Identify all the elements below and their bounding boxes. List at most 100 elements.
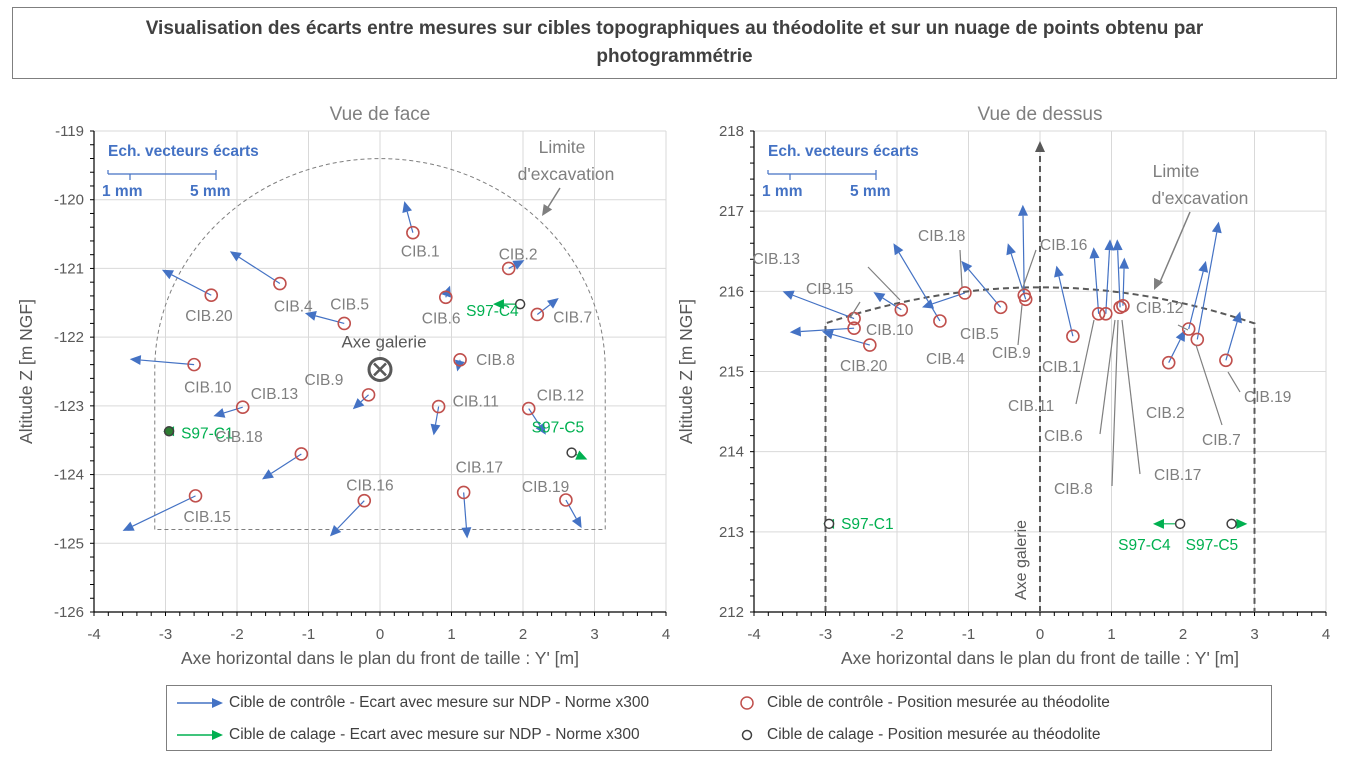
deviation-vector (882, 297, 902, 311)
deviation-arrowhead (213, 408, 226, 418)
control-target-point (187, 357, 201, 372)
deviation-arrowhead (961, 260, 973, 273)
label-leader (1017, 304, 1023, 346)
control-target-point (501, 261, 516, 276)
control-target-label: CIB.20 (840, 358, 888, 375)
deviation-arrowhead (122, 521, 135, 531)
deviation-vector (1168, 339, 1181, 363)
control-target-point (235, 400, 250, 415)
y-tick-label: -124 (54, 467, 84, 484)
control-target-point (1181, 322, 1196, 336)
x-tick-label: -4 (747, 626, 760, 643)
legend: Cible de contrôle - Ecart avec mesure su… (166, 685, 1272, 751)
scale-title: Ech. vecteurs écarts (108, 143, 259, 160)
deviation-vector (1058, 276, 1074, 337)
control-target-point (933, 314, 947, 328)
calage-target-point (566, 447, 577, 458)
control-target-point (1098, 306, 1113, 321)
legend-calage-vector-label: Cible de calage - Ecart avec mesure sur … (229, 726, 640, 743)
deviation-arrowhead (893, 243, 904, 256)
control-target-point (406, 225, 420, 240)
control-target-point (521, 401, 536, 416)
limit-label-line1: Limite (539, 137, 586, 157)
galerie-axis-arrowhead (1035, 141, 1045, 152)
y-tick-label: 213 (719, 524, 744, 541)
control-target-label: CIB.13 (251, 386, 298, 403)
control-target-point (894, 302, 909, 317)
x-tick-label: -1 (302, 626, 315, 643)
limit-label-line1: Limite (1153, 161, 1200, 181)
control-target-label: CIB.16 (346, 478, 393, 495)
label-leader (867, 266, 901, 301)
deviation-arrowhead (129, 355, 142, 366)
legend-control-vector: Cible de contrôle - Ecart avec mesure su… (175, 694, 649, 712)
control-target-label: CIB.5 (330, 296, 369, 313)
control-target-label: CIB.10 (866, 322, 914, 339)
deviation-arrowhead (789, 326, 802, 337)
x-tick-label: 1 (447, 626, 455, 643)
calage-label: S97-C1 (841, 516, 894, 533)
scale-5mm-label: 5 mm (190, 183, 231, 200)
deviation-vector (528, 408, 541, 426)
label-leader (1111, 319, 1119, 487)
calage-arrowhead (1236, 518, 1248, 529)
deviation-arrowhead (1054, 265, 1064, 278)
label-leader (1177, 324, 1189, 331)
control-target-point (438, 290, 453, 305)
calage-target-point (163, 426, 175, 437)
control-target-label: CIB.20 (185, 308, 233, 325)
control-target-label: CIB.1 (1042, 359, 1081, 376)
control-target-label: CIB.18 (215, 429, 262, 446)
deviation-vector (223, 406, 243, 414)
control-target-label: CIB.11 (1008, 398, 1054, 415)
deviation-arrowhead (1175, 329, 1186, 342)
calage-arrowhead (575, 450, 588, 460)
y-tick-label: -122 (54, 329, 84, 346)
deviation-arrowhead (546, 297, 559, 309)
control-target-label: CIB.1 (401, 244, 440, 261)
control-target-point (431, 399, 446, 414)
y-tick-label: 218 (719, 123, 744, 140)
y-tick-label: 214 (719, 444, 744, 461)
deviation-arrowhead (1018, 204, 1029, 216)
deviation-arrowhead (1198, 260, 1209, 273)
page-title: Visualisation des écarts entre mesures s… (145, 18, 1204, 67)
y-tick-label: -120 (54, 192, 84, 209)
front-view-chart: -4 -3 -2 -1 0 1 2 3 4 -126 -125 -124 -123 -122 -121 -12… (16, 104, 670, 668)
control-target-point (847, 311, 861, 326)
control-target-label: CIB.11 (453, 394, 499, 411)
control-target-point (273, 276, 287, 291)
deviation-arrowhead (430, 423, 441, 436)
x-tick-label: 2 (519, 626, 527, 643)
red-circle-icon (740, 696, 754, 710)
scale-1mm-label: 1 mm (102, 183, 143, 200)
legend-calage-point: Cible de calage - Position mesurée au th… (735, 726, 1100, 744)
control-target-point (1091, 306, 1106, 321)
deviation-vector (132, 495, 196, 527)
deviation-arrowhead (329, 525, 342, 537)
x-tick-label: 0 (376, 626, 384, 643)
deviation-arrowhead (512, 260, 525, 270)
x-tick-label: 4 (662, 626, 670, 643)
scale-1mm-label: 1 mm (762, 183, 803, 200)
control-target-label: CIB.2 (499, 246, 538, 263)
deviation-arrowhead (571, 516, 582, 529)
control-target-label: CIB.15 (184, 509, 231, 526)
scale-5mm-label: 5 mm (850, 183, 891, 200)
y-axis-label: Altitude Z [m NGF] (16, 299, 36, 444)
x-tick-label: 3 (1250, 626, 1258, 643)
control-target-label: CIB.5 (960, 326, 999, 343)
control-target-point (337, 316, 352, 331)
x-tick-label: -3 (159, 626, 172, 643)
y-tick-label: -119 (55, 123, 84, 140)
deviation-vector (140, 359, 195, 366)
deviation-vector (792, 294, 855, 320)
control-target-point (204, 288, 219, 303)
deviation-arrowhead (1119, 257, 1130, 269)
deviation-arrowhead (352, 398, 365, 410)
label-leader (1121, 319, 1141, 475)
control-target-label: CIB.8 (476, 352, 515, 369)
y-tick-label: 217 (719, 203, 744, 220)
calage-label: S97-C5 (532, 420, 585, 437)
y-tick-label: -123 (54, 398, 84, 415)
